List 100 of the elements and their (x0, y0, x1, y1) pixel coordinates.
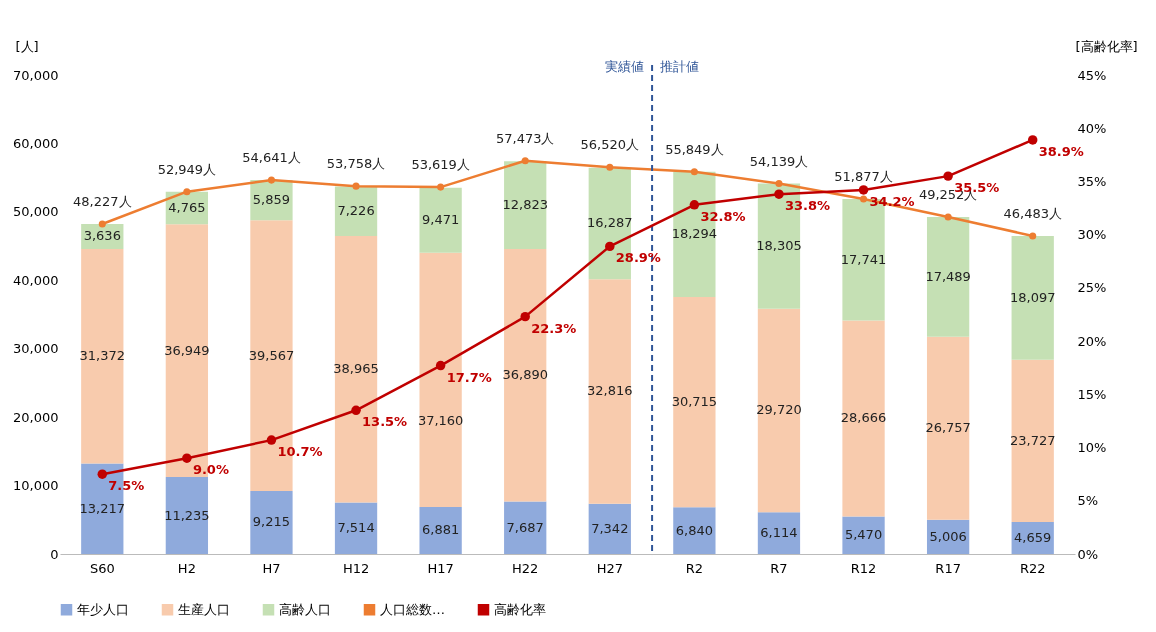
y2-tick-label: 45% (1077, 67, 1107, 83)
y2-tick-label: 0% (1077, 546, 1099, 562)
bar (842, 320, 885, 517)
x-tick-label: H12 (342, 560, 370, 576)
data-label: 16,287 (587, 215, 633, 231)
point (858, 185, 869, 195)
data-label: 9.0% (192, 462, 229, 478)
legend-label: 生産人口 (178, 601, 230, 617)
point (182, 453, 192, 463)
y-tick-label: 40,000 (13, 272, 59, 288)
bar (926, 216, 970, 337)
data-label: 53,758人 (326, 156, 386, 172)
y-tick-label: 50,000 (13, 204, 59, 220)
y2-tick-label: 30% (1077, 227, 1107, 243)
y2-axis-title: [高齢化率] (1075, 38, 1138, 54)
bar (419, 506, 462, 554)
x-tick-label: R2 (685, 560, 704, 576)
data-label: 9,215 (252, 514, 291, 530)
bar (757, 512, 801, 554)
x-tick-label: R22 (1019, 560, 1046, 576)
bar (250, 490, 293, 554)
point (351, 405, 361, 416)
data-label: 17.7% (446, 369, 492, 385)
point (435, 360, 446, 371)
point (774, 189, 784, 199)
y-axis-title: [人] (15, 38, 39, 54)
data-label: 13.5% (362, 414, 408, 430)
y2-tick-label: 15% (1077, 386, 1107, 402)
data-label: 6,114 (760, 525, 798, 541)
bar (673, 297, 716, 508)
bar (757, 308, 801, 513)
data-label: 36,890 (502, 367, 548, 383)
data-label: 4,765 (168, 199, 206, 215)
data-label: 51,877人 (834, 169, 893, 185)
point (520, 311, 530, 322)
bar (1011, 235, 1054, 360)
text: 実績値 (605, 59, 645, 74)
data-label: 4,659 (1014, 530, 1052, 546)
x-tick-label: R7 (770, 560, 788, 576)
data-label: 17,489 (925, 268, 971, 284)
data-label: 7.5% (108, 478, 145, 494)
data-label: 6,881 (422, 522, 460, 538)
data-label: 54,641人 (242, 150, 301, 166)
point (860, 195, 868, 203)
y-tick-label: 0 (50, 546, 59, 562)
x-tick-label: H27 (596, 560, 623, 576)
data-label: 6,840 (675, 522, 713, 538)
data-label: 34.2% (869, 193, 915, 209)
x-tick-label: H2 (177, 560, 196, 576)
bar (588, 279, 631, 504)
bar (926, 336, 970, 520)
bar (588, 503, 631, 554)
data-label: 53,619人 (411, 157, 470, 173)
data-label: 32,816 (587, 383, 633, 399)
legend-label: 年少人口 (77, 601, 129, 617)
point (97, 469, 108, 479)
data-label: 28,666 (840, 410, 887, 426)
x-tick-label: S60 (89, 560, 115, 576)
x-tick-label: H17 (427, 560, 454, 576)
data-label: 10.7% (277, 444, 323, 460)
point (605, 241, 615, 252)
data-label: 18,294 (671, 226, 718, 242)
data-label: 48,227人 (73, 193, 132, 209)
x-tick-label: H22 (512, 560, 539, 576)
data-label: 7,514 (337, 520, 375, 536)
data-label: 5,859 (252, 192, 291, 208)
data-label: 32.8% (700, 208, 746, 224)
point (689, 200, 700, 210)
y2-tick-label: 25% (1077, 280, 1107, 296)
data-label: 5,006 (929, 528, 967, 544)
point (1027, 135, 1038, 145)
data-label: 18,305 (756, 238, 802, 254)
point (437, 183, 445, 191)
y2-tick-label: 20% (1077, 333, 1107, 349)
data-label: 7,226 (337, 203, 375, 219)
y-tick-label: 10,000 (13, 478, 59, 494)
data-label: 57,473人 (495, 130, 555, 146)
data-label: 22.3% (531, 320, 577, 336)
bar (1011, 359, 1054, 523)
data-label: 33.8% (784, 198, 831, 214)
legend-label: 高齢人口 (279, 601, 331, 617)
data-label: 28.9% (615, 250, 661, 266)
data-label: 52,949人 (157, 161, 217, 177)
point (1029, 232, 1037, 240)
point (266, 435, 277, 445)
data-label: 36,949 (164, 342, 210, 358)
point (267, 176, 275, 184)
y-tick-label: 60,000 (13, 135, 59, 151)
data-label: 9,471 (422, 212, 460, 228)
point (98, 220, 106, 228)
y-tick-label: 70,000 (13, 67, 59, 83)
data-label: 39,567 (248, 347, 295, 363)
x-tick-label: H7 (262, 560, 281, 576)
data-label: 7,342 (591, 520, 629, 536)
bar (81, 248, 124, 464)
data-label: 30,715 (671, 394, 718, 410)
bar (419, 187, 462, 253)
data-label: 54,139人 (749, 153, 809, 169)
bar (504, 501, 547, 554)
point (183, 188, 191, 196)
